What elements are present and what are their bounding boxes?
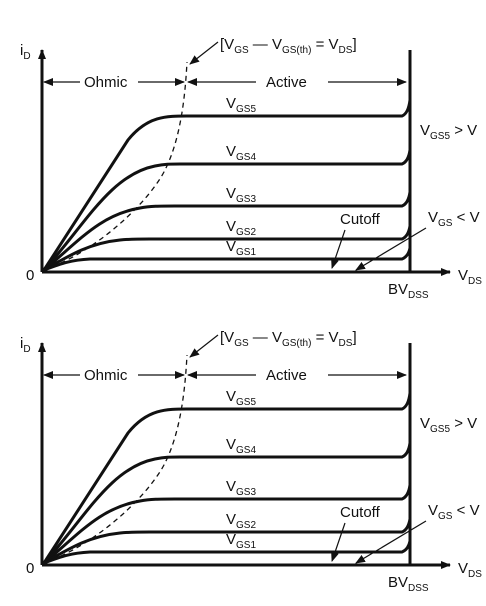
boundary-pointer xyxy=(189,334,219,358)
cutoff-pointer xyxy=(331,229,346,269)
breakdown-label: BVDSS xyxy=(388,574,429,594)
x-axis-label: VDS xyxy=(458,560,482,580)
right-note-vgs-lt: VGS < V xyxy=(428,209,480,229)
curve-vgs4 xyxy=(42,148,412,272)
right-note-pointer xyxy=(355,227,427,271)
x-axis-label: VDS xyxy=(458,267,482,287)
origin-label: 0 xyxy=(26,560,34,577)
curve-label-vgs3: VGS3 xyxy=(226,478,256,498)
cutoff-pointer xyxy=(331,522,346,562)
curve-vgs4 xyxy=(42,441,412,565)
curve-label-vgs4: VGS4 xyxy=(226,143,256,163)
curve-vgs2 xyxy=(42,517,412,565)
curve-label-vgs3: VGS3 xyxy=(226,185,256,205)
active-region-label: Active xyxy=(266,367,307,384)
curve-vgs2 xyxy=(42,224,412,272)
curve-label-vgs2: VGS2 xyxy=(226,218,256,238)
active-region-label: Active xyxy=(266,74,307,91)
y-axis-label: iD xyxy=(20,335,31,355)
boundary-equation-label: [VGS — VGS(th) = VDS] xyxy=(220,329,357,349)
curve-vgs1 xyxy=(42,246,412,272)
cutoff-label: Cutoff xyxy=(340,504,381,521)
curve-vgs3 xyxy=(42,483,412,565)
characteristics-panel-top: iD 0 VDS BVDSS [VGS — VGS(th) = VDS] Ohm… xyxy=(20,36,482,301)
curve-label-vgs5: VGS5 xyxy=(226,388,256,408)
boundary-pointer xyxy=(189,41,219,65)
curve-vgs5 xyxy=(42,98,412,272)
curve-vgs5 xyxy=(42,391,412,565)
curve-label-vgs5: VGS5 xyxy=(226,95,256,115)
curve-label-vgs4: VGS4 xyxy=(226,436,256,456)
boundary-equation-label: [VGS — VGS(th) = VDS] xyxy=(220,36,357,56)
curve-vgs1 xyxy=(42,539,412,565)
breakdown-label: BVDSS xyxy=(388,281,429,301)
curve-label-vgs1: VGS1 xyxy=(226,531,256,551)
ohmic-region-label: Ohmic xyxy=(84,367,128,384)
origin-label: 0 xyxy=(26,267,34,284)
curve-label-vgs1: VGS1 xyxy=(226,238,256,258)
cutoff-label: Cutoff xyxy=(340,211,381,228)
y-axis-label: iD xyxy=(20,42,31,62)
curve-vgs3 xyxy=(42,190,412,272)
right-note-pointer xyxy=(355,520,427,564)
right-note-vgs5: VGS5 > V xyxy=(420,122,477,142)
curve-label-vgs2: VGS2 xyxy=(226,511,256,531)
ohmic-region-label: Ohmic xyxy=(84,74,128,91)
right-note-vgs-lt: VGS < V xyxy=(428,502,480,522)
characteristics-panel-bottom: iD 0 VDS BVDSS [VGS — VGS(th) = VDS] Ohm… xyxy=(20,329,482,594)
right-note-vgs5: VGS5 > V xyxy=(420,415,477,435)
